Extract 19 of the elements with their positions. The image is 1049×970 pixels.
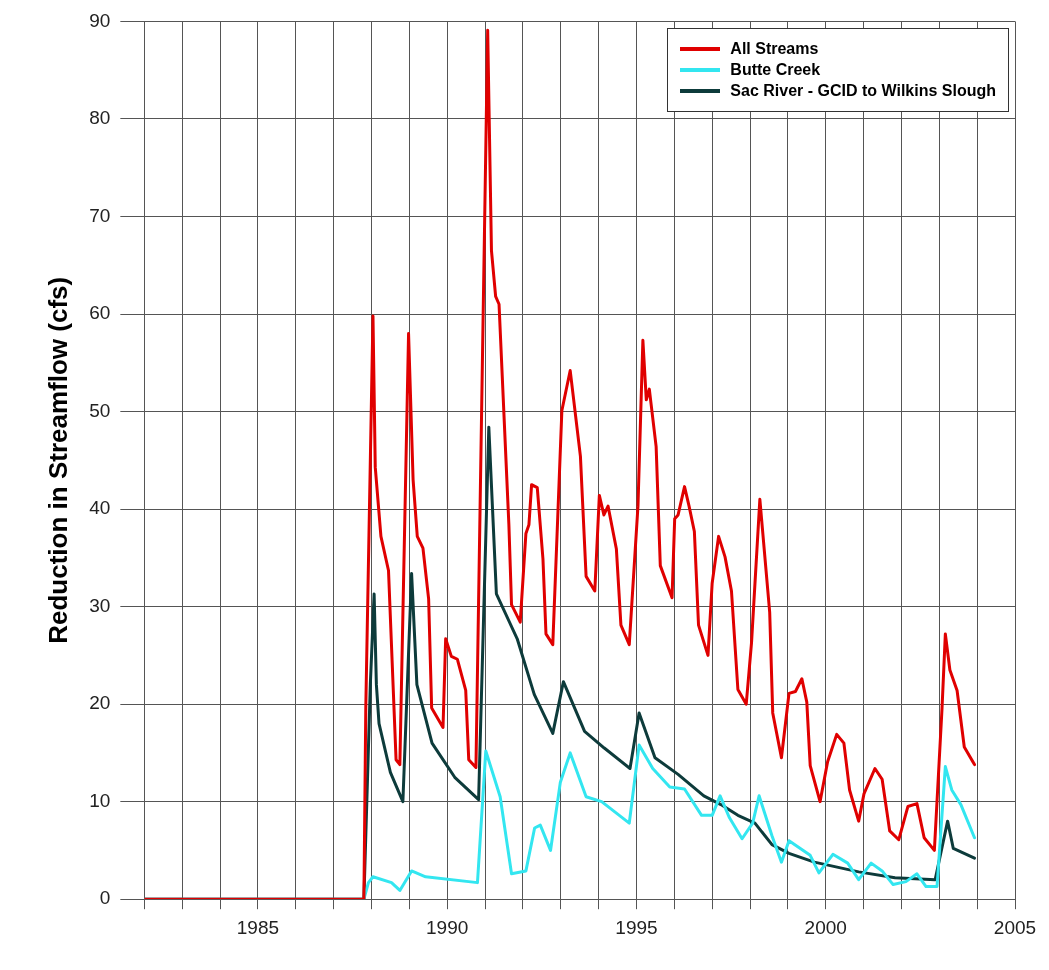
x-tick-label: 2000: [804, 916, 847, 938]
legend-label: All Streams: [730, 40, 819, 58]
y-tick-label: 0: [99, 887, 111, 909]
y-tick-label: 20: [89, 692, 111, 714]
x-tick-label: 1985: [236, 916, 280, 938]
y-tick-label: 70: [89, 204, 111, 226]
y-tick-label: 90: [89, 9, 111, 31]
y-tick-label: 80: [89, 107, 111, 129]
x-tick-label: 1995: [615, 916, 658, 938]
y-axis-title: Reduction in Streamflow (cfs): [42, 276, 73, 644]
y-tick-label: 40: [89, 497, 111, 519]
legend-label: Butte Creek: [730, 61, 821, 79]
y-tick-label: 10: [89, 789, 111, 811]
y-tick-label: 60: [89, 302, 111, 324]
legend-label: Sac River - GCID to Wilkins Slough: [730, 82, 996, 100]
x-tick-label: 2005: [993, 916, 1037, 938]
x-tick-label: 1990: [426, 916, 469, 938]
y-tick-label: 50: [89, 399, 111, 421]
y-tick-label: 30: [89, 594, 111, 616]
